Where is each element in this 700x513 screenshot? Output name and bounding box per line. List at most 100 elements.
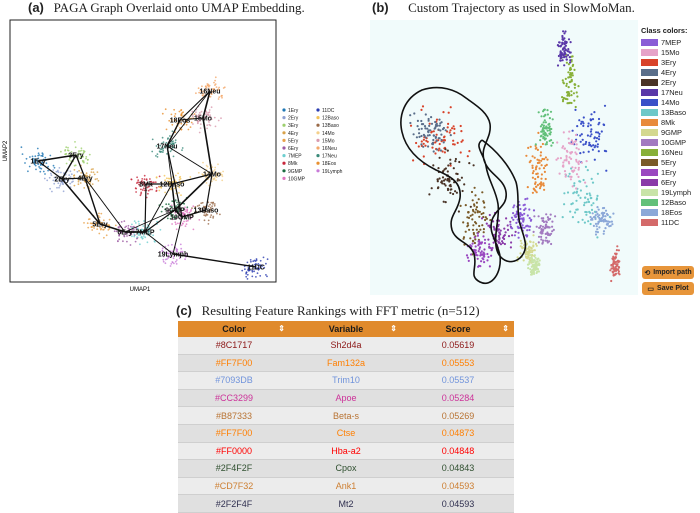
trajectory-point <box>473 204 476 207</box>
umap-point <box>84 174 87 177</box>
umap-point <box>214 79 217 82</box>
trajectory-point <box>422 142 425 145</box>
trajectory-point <box>545 220 548 223</box>
trajectory-point <box>550 242 553 246</box>
trajectory-point <box>577 175 580 178</box>
umap-point <box>65 162 68 165</box>
umap-point <box>174 260 177 263</box>
trajectory-point <box>575 199 578 202</box>
umap-point <box>60 150 62 153</box>
umap-point <box>42 170 45 173</box>
umap-point <box>222 170 225 173</box>
save-plot-button[interactable]: ▭ Save Plot <box>642 282 694 295</box>
trajectory-point <box>537 257 540 260</box>
table-row[interactable]: #FF7F00 Fam132a 0.05553 <box>178 354 514 373</box>
trajectory-point <box>532 272 536 275</box>
trajectory-point <box>540 164 543 167</box>
trajectory-point <box>498 219 501 222</box>
table-row[interactable]: #8C1717 Sh2d4a 0.05619 <box>178 337 514 355</box>
trajectory-point <box>590 177 593 180</box>
trajectory-point <box>527 267 530 270</box>
trajectory-point <box>482 215 485 219</box>
trajectory-point <box>548 117 551 120</box>
trajectory-point <box>575 173 579 176</box>
trajectory-point <box>429 129 432 132</box>
trajectory-canvas[interactable] <box>370 20 638 295</box>
umap-point <box>196 115 199 118</box>
trajectory-point <box>559 45 562 48</box>
umap-point <box>159 251 162 253</box>
umap-point <box>185 223 188 226</box>
column-header-score[interactable]: Score ⇕ <box>402 321 514 337</box>
umap-point <box>179 177 182 180</box>
umap-point <box>41 152 44 155</box>
umap-point <box>210 106 213 109</box>
umap-point <box>210 214 213 217</box>
umap-point <box>143 178 146 181</box>
trajectory-point <box>563 147 566 150</box>
paga-edge <box>75 154 86 179</box>
cell-score: 0.05269 <box>402 406 514 425</box>
trajectory-point <box>439 149 442 152</box>
sort-icon[interactable]: ⇕ <box>502 324 509 333</box>
column-header-color[interactable]: Color ⇕ <box>178 321 290 337</box>
umap-point <box>31 155 34 158</box>
table-row[interactable]: #FF7F00 Ctse 0.04873 <box>178 424 514 443</box>
sort-icon[interactable]: ⇕ <box>390 324 397 333</box>
trajectory-point <box>420 119 423 123</box>
trajectory-point <box>616 268 619 271</box>
table-row[interactable]: #2F2F4F Mt2 0.04593 <box>178 494 514 513</box>
trajectory-point <box>466 256 469 259</box>
umap-point <box>198 131 201 134</box>
trajectory-point <box>449 162 452 165</box>
trajectory-point <box>516 256 519 259</box>
umap-point <box>89 222 92 225</box>
umap-point <box>210 118 213 121</box>
umap-point <box>161 151 164 154</box>
table-row[interactable]: #7093DB Trim10 0.05537 <box>178 371 514 390</box>
trajectory-point <box>422 145 425 148</box>
trajectory-point <box>469 205 472 208</box>
legend-swatch <box>641 118 658 126</box>
umap-point <box>167 137 170 140</box>
trajectory-point <box>595 140 598 143</box>
column-header-variable[interactable]: Variable ⇕ <box>290 321 402 337</box>
umap-point <box>165 141 168 144</box>
table-row[interactable]: #CD7F32 Ank1 0.04593 <box>178 477 514 496</box>
umap-point <box>34 164 37 167</box>
umap-point <box>173 118 176 121</box>
legend-label: 16Neu <box>322 146 337 152</box>
legend-item: 16Neu <box>641 147 691 157</box>
umap-point <box>191 207 193 210</box>
umap-point <box>182 211 185 214</box>
trajectory-point <box>509 246 512 249</box>
trajectory-point <box>437 128 440 131</box>
umap-point <box>213 81 215 84</box>
umap-point <box>205 210 207 213</box>
umap-point <box>187 128 190 131</box>
umap-point <box>161 247 164 250</box>
legend-item: 18Eos <box>641 207 691 217</box>
umap-point <box>212 215 215 218</box>
trajectory-point <box>506 224 509 227</box>
paga-node-label: 5Ery <box>92 222 107 229</box>
cell-score: 0.04593 <box>402 494 514 513</box>
trajectory-point <box>449 129 452 132</box>
table-row[interactable]: #CC3299 Apoe 0.05284 <box>178 389 514 408</box>
import-path-button[interactable]: ⟲ Import path <box>642 266 694 279</box>
table-row[interactable]: #2F4F2F Cpox 0.04843 <box>178 459 514 478</box>
cell-color: #B87333 <box>178 406 290 425</box>
umap-point <box>175 259 178 261</box>
trajectory-point <box>490 254 493 257</box>
trajectory-point <box>612 265 615 268</box>
sort-icon[interactable]: ⇕ <box>278 324 285 333</box>
trajectory-point <box>534 242 538 246</box>
paga-node-label: 12Baso <box>160 182 185 189</box>
umap-point <box>45 162 48 165</box>
table-row[interactable]: #B87333 Beta-s 0.05269 <box>178 406 514 425</box>
trajectory-point <box>593 137 596 140</box>
umap-point <box>208 211 211 214</box>
trajectory-point <box>542 124 545 127</box>
table-row[interactable]: #FF0000 Hba-a2 0.04848 <box>178 442 514 461</box>
paga-edge <box>166 119 181 147</box>
